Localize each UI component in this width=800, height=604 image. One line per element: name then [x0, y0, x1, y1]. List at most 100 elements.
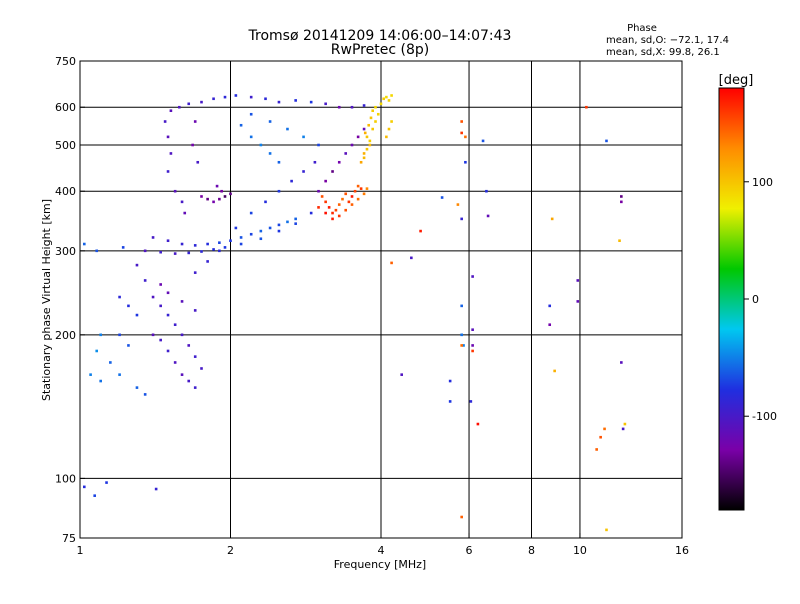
colorbar-tick-label: -100	[752, 410, 777, 423]
data-point	[324, 102, 327, 106]
y-tick-label: 400	[55, 185, 76, 198]
data-point	[180, 373, 184, 376]
data-point	[109, 361, 112, 364]
data-point	[362, 104, 366, 107]
data-point	[460, 217, 463, 221]
grid-lines	[80, 61, 682, 538]
data-point	[302, 170, 305, 173]
data-point	[151, 333, 155, 337]
x-tick-label: 8	[528, 544, 535, 557]
x-tick-label: 10	[573, 544, 587, 557]
chart-title: Tromsø 20141209 14:06:00–14:07:43	[248, 28, 512, 44]
data-point	[239, 242, 243, 246]
data-point	[173, 252, 177, 255]
data-point	[166, 349, 170, 353]
data-point	[317, 143, 320, 147]
data-point	[135, 386, 139, 389]
data-point	[469, 400, 473, 403]
data-point	[385, 95, 388, 99]
data-point	[223, 95, 227, 99]
data-point	[347, 200, 351, 204]
data-point	[264, 200, 267, 204]
data-point	[249, 112, 253, 116]
y-tick-label: 100	[55, 472, 76, 485]
data-point	[159, 250, 162, 254]
stats-o-line: mean, sd,O: −72.1, 17.4	[606, 35, 729, 46]
data-point	[317, 189, 320, 193]
data-point	[223, 195, 227, 198]
data-point	[249, 95, 253, 99]
data-point	[337, 214, 341, 218]
data-point	[193, 120, 197, 123]
data-point	[193, 271, 197, 274]
data-point	[367, 123, 371, 127]
data-point	[302, 135, 305, 139]
data-point	[368, 143, 372, 147]
data-point	[362, 127, 366, 131]
data-point	[548, 304, 552, 308]
data-point	[277, 160, 281, 164]
data-point	[344, 152, 348, 155]
data-point	[350, 143, 354, 147]
data-point	[212, 248, 215, 251]
data-point	[448, 400, 452, 403]
data-point	[618, 239, 621, 243]
data-point	[264, 97, 267, 101]
data-point	[334, 208, 338, 212]
data-point	[605, 139, 608, 143]
data-point	[620, 200, 623, 204]
data-point	[324, 211, 327, 215]
data-point	[620, 361, 623, 364]
data-point	[471, 275, 474, 278]
data-point	[135, 313, 139, 317]
data-point	[337, 203, 341, 206]
data-point	[277, 189, 281, 193]
data-point	[166, 135, 170, 139]
data-point	[187, 344, 191, 347]
data-point	[99, 333, 102, 337]
data-point	[363, 131, 367, 135]
data-point	[239, 123, 243, 127]
data-point	[337, 160, 341, 164]
data-point	[585, 105, 588, 109]
data-points	[82, 94, 627, 532]
data-point	[324, 179, 327, 183]
data-point	[410, 256, 413, 260]
data-point	[464, 135, 467, 139]
data-point	[239, 236, 243, 239]
data-point	[595, 448, 598, 451]
data-point	[180, 333, 184, 337]
data-point	[460, 120, 463, 123]
stats-heading: Phase	[627, 23, 657, 34]
data-point	[118, 295, 121, 299]
data-point	[268, 120, 272, 123]
data-point	[183, 211, 187, 215]
data-point	[290, 179, 293, 183]
data-point	[356, 197, 360, 201]
data-point	[379, 102, 383, 106]
data-point	[390, 261, 393, 265]
data-point	[486, 214, 490, 218]
data-point	[234, 226, 238, 230]
data-point	[344, 208, 348, 212]
data-point	[166, 239, 170, 243]
data-point	[143, 279, 147, 282]
data-point	[327, 206, 331, 209]
data-point	[277, 100, 281, 104]
data-point	[249, 232, 253, 236]
data-point	[215, 184, 219, 188]
data-point	[89, 373, 92, 376]
data-point	[163, 120, 167, 123]
data-point	[127, 304, 130, 308]
data-point	[95, 349, 99, 353]
data-point	[234, 94, 238, 97]
data-point	[341, 197, 344, 201]
data-point	[135, 263, 139, 267]
data-point	[169, 109, 173, 113]
data-point	[180, 300, 184, 303]
data-point	[159, 283, 162, 286]
data-point	[180, 242, 184, 246]
data-point	[220, 189, 223, 193]
data-point	[127, 344, 130, 347]
